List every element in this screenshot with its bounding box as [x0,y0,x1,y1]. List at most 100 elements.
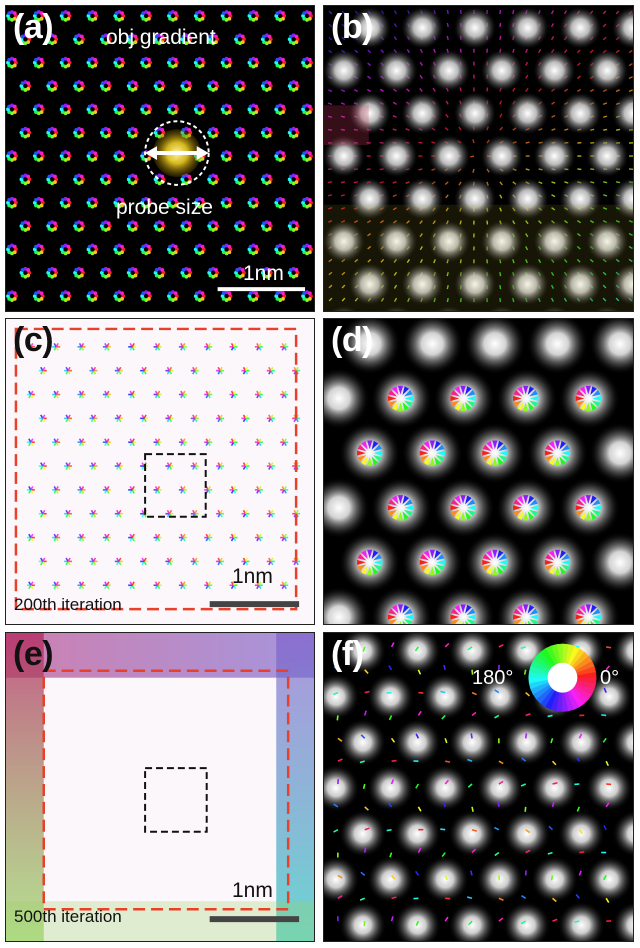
atom-spot [338,531,401,594]
field-arrow [393,297,398,302]
atom-spot [558,91,603,136]
field-arrow [390,874,396,880]
radial-arrow [513,505,522,511]
field-arrow [499,285,502,290]
radial-arrow [402,511,410,521]
gradient-dot [12,198,17,202]
panel-d-image [324,319,633,624]
field-arrow [550,297,554,302]
radial-arrow [529,400,538,408]
gradient-dot [79,174,84,179]
field-arrow [364,806,369,811]
gradient-dot [173,198,178,202]
radial-arrow [582,620,587,624]
radial-arrow [367,549,373,559]
radial-arrow [402,604,410,614]
gradient-dot [214,127,218,132]
field-arrow [340,207,346,210]
gradient-dot [281,151,285,156]
field-arrow [550,738,554,744]
radial-arrow [466,608,476,616]
field-arrow [446,22,449,28]
cluster-arrow [55,438,59,443]
radial-arrow [527,495,535,505]
field-arrow [359,760,365,764]
radial-arrow [496,550,504,559]
field-arrow [363,710,367,716]
field-arrow [366,88,372,93]
gradient-dot [133,34,138,39]
radial-arrow [391,386,399,396]
field-arrow [418,168,423,171]
atom-spot [611,262,633,307]
field-arrow [470,733,473,739]
radial-arrow [387,505,397,511]
gradient-dot [200,104,205,109]
gradient-dot [173,104,178,109]
field-arrow [576,88,582,93]
radial-arrow [544,450,554,456]
cluster-arrow [283,533,287,538]
gradient-dot [147,244,151,249]
gradient-dot [66,104,71,109]
field-arrow [386,828,392,832]
cluster-arrow [118,509,122,515]
field-arrow [525,87,529,92]
field-arrow [574,920,580,923]
gradient-dot [227,244,232,249]
atom-spot [532,134,577,178]
field-arrow [444,738,448,744]
gradient-dot [214,81,218,86]
atom-spot [324,672,360,721]
field-arrow [388,665,393,671]
field-arrow [328,10,333,15]
radial-arrow [429,566,435,576]
atom-spot [479,48,524,93]
radial-arrow [454,495,462,505]
field-arrow [327,102,333,106]
atom-spot [532,48,577,93]
field-arrow [603,128,608,131]
gradient-dot [267,268,272,272]
gradient-dot [26,127,31,132]
radial-arrow [391,604,399,614]
gradient-dot [187,221,192,226]
radial-arrow [450,509,460,517]
radial-arrow [460,511,466,521]
radial-arrow [523,402,529,412]
cluster-arrow [283,486,287,491]
cluster-arrow [55,342,59,348]
field-arrow [359,897,366,901]
gradient-dot [254,104,259,109]
cluster-arrow [270,557,274,562]
gradient-dot [106,174,111,179]
field-arrow [628,232,633,236]
gradient-dot [173,57,178,62]
field-arrow [498,875,501,881]
cluster-arrow [244,462,249,467]
radial-arrow [388,389,398,397]
cluster-arrow [244,509,249,515]
cluster-arrow [80,581,85,586]
radial-arrow [492,566,498,576]
cluster-arrow [270,509,274,515]
gradient-dot [214,174,218,179]
cluster-arrow [182,486,186,491]
radial-arrow [517,386,524,396]
radial-arrow [545,455,555,462]
field-arrow [341,284,346,289]
field-arrow [441,714,446,720]
panel-c-iteration: 200th iteration [14,595,122,614]
field-arrow [550,271,555,276]
field-arrow [575,756,581,762]
gradient-dot [281,104,285,109]
radial-arrow [460,604,466,614]
radial-arrow [548,565,556,575]
radial-arrow [590,401,597,411]
gradient-dot [53,268,57,272]
gradient-clusters [26,342,301,590]
atom-spot [612,901,633,941]
wheel-label-0: 0° [600,667,620,689]
cluster-arrow [219,414,223,419]
gradient-dot [106,221,111,226]
